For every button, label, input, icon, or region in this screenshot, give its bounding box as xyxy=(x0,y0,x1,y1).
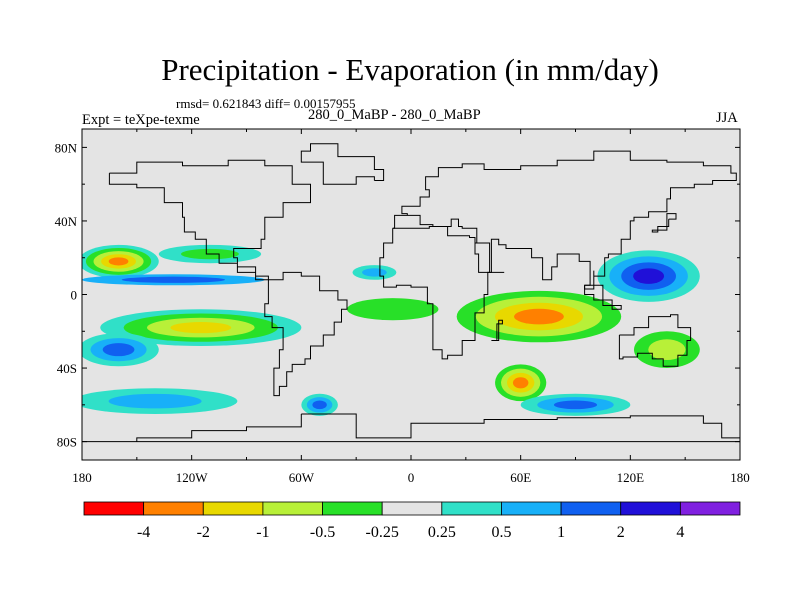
field-feature-0 xyxy=(82,244,159,278)
colorbar-label: -0.5 xyxy=(310,524,335,541)
y-tick-label: 0 xyxy=(71,288,78,303)
field-feature-4 xyxy=(82,333,159,367)
contour-band xyxy=(102,343,135,357)
colorbar-label: 0.25 xyxy=(428,524,456,541)
season-label: JJA xyxy=(716,110,738,126)
field-feature-2 xyxy=(82,274,265,286)
colorbar-swatch xyxy=(560,501,622,516)
colorbar-label: 0.5 xyxy=(491,524,511,541)
coastline-layer xyxy=(82,143,740,443)
contour-band xyxy=(512,377,529,389)
colorbar: -4 -2 -1 -0.5 -0.25 0.25 0.5 1 2 4 xyxy=(83,501,741,541)
x-tick-label: 60W xyxy=(289,470,315,485)
field-feature-12 xyxy=(352,265,397,280)
experiment-label: Expt = teXpe-texme xyxy=(82,112,200,128)
field-feature-7 xyxy=(495,364,547,402)
coastline-6 xyxy=(82,413,740,443)
stats-label: rmsd= 0.621843 diff= 0.00157955 xyxy=(176,96,356,111)
coastline-2 xyxy=(264,271,348,397)
field-feature-3 xyxy=(100,309,302,346)
y-tick-label: 80S xyxy=(57,435,77,450)
colorbar-swatch xyxy=(322,501,383,516)
colorbar-label: 2 xyxy=(617,524,625,541)
y-axis: 80N 40N 0 40S 80S xyxy=(55,140,740,450)
colorbar-swatch xyxy=(501,501,562,516)
field-feature-6 xyxy=(456,290,622,343)
colorbar-label: -1 xyxy=(256,524,269,541)
field-feature-8 xyxy=(597,250,700,302)
x-tick-label: 120W xyxy=(176,470,209,485)
x-tick-label: 120E xyxy=(617,470,645,485)
field-feature-9 xyxy=(520,393,631,416)
x-tick-label: 0 xyxy=(408,470,415,485)
contour-band xyxy=(633,268,665,284)
coastline-1 xyxy=(108,159,311,281)
contour-band xyxy=(514,308,564,325)
coastline-3 xyxy=(379,226,505,360)
coastline-4 xyxy=(392,150,737,290)
contour-band xyxy=(648,339,686,361)
colorbar-swatch xyxy=(441,501,502,516)
colorbar-swatch xyxy=(381,501,443,516)
y-tick-label: 40N xyxy=(55,214,78,229)
contour-band xyxy=(108,257,129,266)
colorbar-label: -4 xyxy=(137,524,150,541)
colorbar-swatch xyxy=(202,501,264,516)
y-tick-label: 80N xyxy=(55,140,78,155)
coastline-5 xyxy=(618,314,692,367)
colorbar-label: -2 xyxy=(197,524,210,541)
field-feature-5 xyxy=(82,388,238,415)
coastline-9 xyxy=(651,213,677,233)
colorbar-label: -0.25 xyxy=(366,524,399,541)
field-feature-10 xyxy=(633,331,700,369)
colorbar-swatch xyxy=(679,501,741,516)
colorbar-swatch xyxy=(143,501,204,516)
coastline-7 xyxy=(491,319,503,341)
x-tick-label: 180 xyxy=(730,470,750,485)
contour-band xyxy=(347,298,439,321)
x-tick-label: 180 xyxy=(72,470,92,485)
field-feature-13 xyxy=(347,298,439,321)
coastline-8 xyxy=(584,284,622,310)
coastline-0 xyxy=(300,143,385,185)
colorbar-label: 1 xyxy=(557,524,565,541)
contour-band xyxy=(553,400,598,410)
colorbar-swatch xyxy=(620,501,681,516)
contour-band xyxy=(121,276,226,283)
x-tick-label: 60E xyxy=(510,470,531,485)
field-feature-11 xyxy=(301,393,338,416)
colorbar-swatch xyxy=(262,501,323,516)
contour-band xyxy=(170,322,232,334)
contour-band xyxy=(108,393,202,409)
chart-title: Precipitation - Evaporation (in mm/day) xyxy=(161,52,659,87)
y-tick-label: 40S xyxy=(57,361,77,376)
contour-band xyxy=(312,400,327,410)
colorbar-swatch xyxy=(83,501,145,516)
contour-band xyxy=(362,268,387,277)
x-axis: 180 120W 60W 0 60E 120E 180 xyxy=(72,129,750,485)
runs-label: 280_0_MaBP - 280_0_MaBP xyxy=(308,107,481,123)
colorbar-label: 4 xyxy=(676,524,684,541)
